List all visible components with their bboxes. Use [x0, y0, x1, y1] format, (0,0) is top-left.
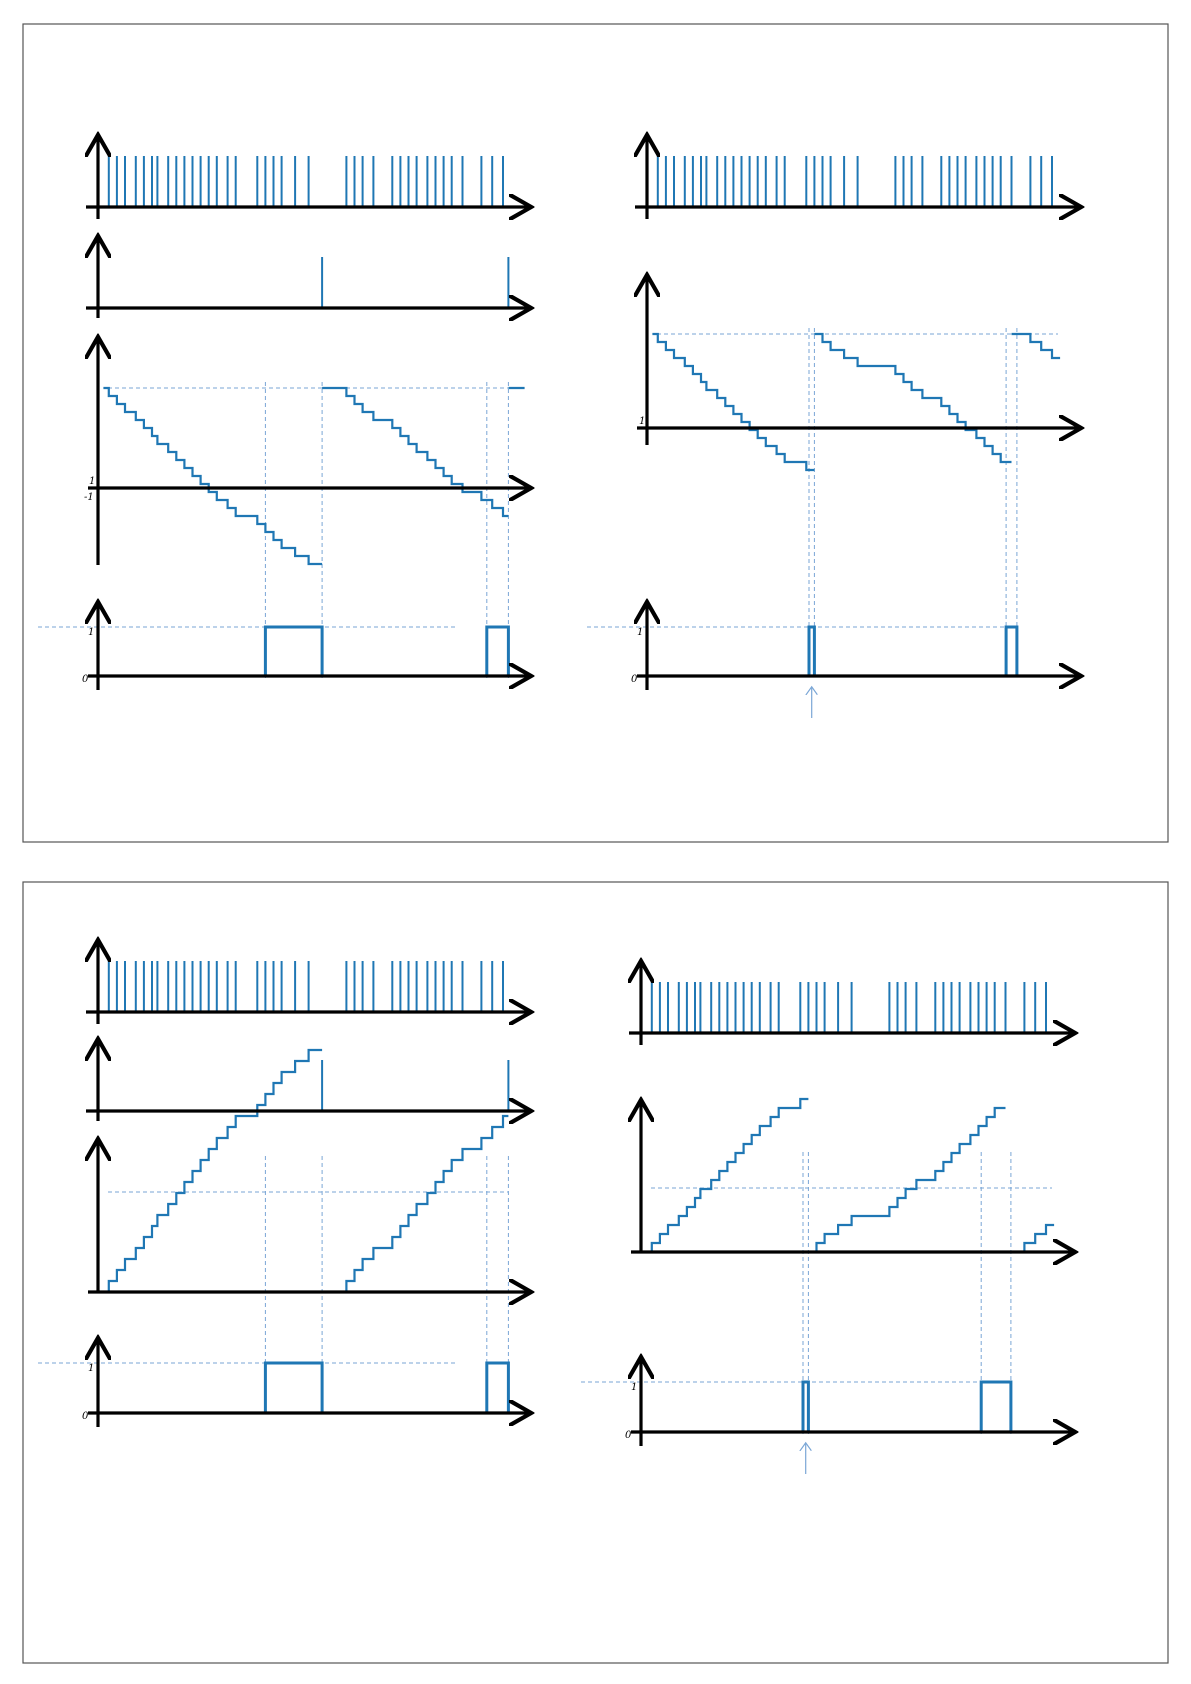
top-left-counter-segment-0: [103, 386, 323, 566]
top-left-output-tick-one: 1: [88, 627, 94, 638]
top-left-output-pulse-1: [485, 625, 510, 676]
axes: [86, 138, 1078, 1446]
bottom-left-counter-segment-0: [103, 1048, 323, 1294]
bottom-right-counter-segment-1: [808, 1106, 1006, 1254]
top-right-output-pulse-0: [807, 625, 816, 676]
bottom-left-output-tick-zero: 0: [82, 1411, 89, 1422]
bottom-left-output-pulse-1: [485, 1361, 510, 1413]
bottom-right-counter-segment-0: [646, 1097, 809, 1254]
top-right-output-tick-one: 1: [637, 627, 643, 638]
top-left-counter-segment-1: [322, 386, 509, 518]
bottom-right-output-tick-zero: 0: [625, 1430, 632, 1441]
bottom-right-output-pulse-0: [801, 1380, 810, 1432]
figure-frame-bottom: [22, 881, 1169, 1664]
guide-lines: [38, 328, 1058, 1434]
tick-labels: 1 0 1 -1 1 0 1 1 0 1 0: [82, 416, 645, 1441]
bottom-left-output-pulse-0: [263, 1361, 324, 1413]
top-left-counter-tick-minus-one: -1: [84, 492, 94, 503]
bottom-right-counter-segment-2: [1005, 1223, 1055, 1254]
top-right-counter-segment-2: [1011, 332, 1061, 360]
top-right-counter-tick-one: 1: [639, 416, 645, 427]
bottom-left-output-tick-one: 1: [88, 1363, 94, 1374]
top-left-counter-tick-one: 1: [89, 476, 95, 487]
bottom-left-counter-segment-1: [322, 1114, 509, 1294]
bottom-right-output-pulse-1: [979, 1380, 1013, 1432]
top-right-counter-segment-0: [652, 332, 815, 472]
top-right-output-pulse-1: [1004, 625, 1019, 676]
top-right-counter-segment-1: [814, 332, 1012, 464]
top-left-output-tick-zero: 0: [82, 674, 89, 685]
figure-frame-top: [22, 23, 1169, 843]
top-right-output-tick-zero: 0: [631, 674, 638, 685]
top-left-output-pulse-0: [263, 625, 324, 676]
signal-traces: [103, 156, 1061, 1474]
bottom-right-output-tick-one: 1: [631, 1382, 637, 1393]
